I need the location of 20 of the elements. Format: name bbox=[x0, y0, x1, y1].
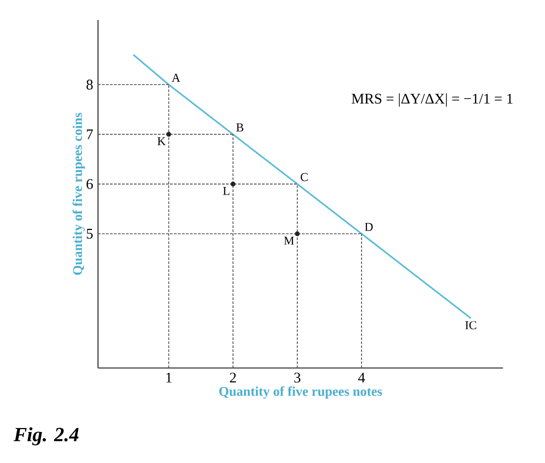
x-tick-label: 4 bbox=[358, 372, 366, 382]
x-tick-label: 1 bbox=[166, 372, 172, 382]
annotation: A bbox=[172, 74, 180, 82]
x-axis-title: Quantity of five rupees notes bbox=[219, 386, 382, 399]
y-tick-label: 6 bbox=[86, 179, 93, 189]
caption: Fig. 2.4 bbox=[14, 427, 79, 446]
x-tick-label: 2 bbox=[230, 372, 236, 382]
annotation: B bbox=[236, 124, 244, 132]
annotation: L bbox=[223, 186, 230, 195]
annotation: IC bbox=[465, 321, 476, 330]
annotation: D bbox=[364, 222, 373, 231]
annotation: MRS = |ΔY/ΔX| = −1/1 = 1 bbox=[352, 93, 512, 107]
y-tick-label: 5 bbox=[86, 228, 93, 239]
annotation: M bbox=[284, 236, 294, 245]
y-tick-label: 7 bbox=[86, 130, 93, 140]
x-tick-label: 3 bbox=[294, 372, 300, 383]
y-tick-label: 8 bbox=[86, 80, 93, 90]
y-axis-title: Quantity of five rupees coins bbox=[72, 112, 85, 275]
annotation: C bbox=[300, 173, 308, 182]
annotation: K bbox=[157, 137, 166, 146]
